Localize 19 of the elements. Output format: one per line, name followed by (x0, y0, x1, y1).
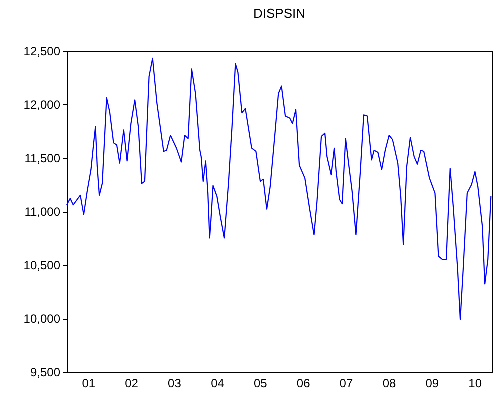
y-tick-label: 12,000 (24, 98, 61, 112)
x-tick-label: 04 (211, 376, 225, 390)
chart-title: DISPSIN (253, 6, 306, 21)
y-tick-label: 12,500 (24, 44, 61, 58)
x-tick-label: 05 (254, 376, 268, 390)
x-tick-label: 10 (468, 376, 482, 390)
y-tick-label: 11,500 (24, 152, 61, 166)
x-tick-label: 02 (125, 376, 139, 390)
x-tick-label: 01 (82, 376, 96, 390)
x-tick-label: 08 (382, 376, 397, 390)
x-tick-label: 09 (426, 376, 440, 390)
x-tick-label: 03 (168, 376, 182, 390)
x-tick-label: 06 (296, 376, 311, 390)
y-tick-label: 10,000 (24, 312, 61, 326)
y-tick-label: 11,000 (24, 205, 61, 219)
y-tick-label: 9,500 (30, 366, 61, 380)
y-tick-label: 10,500 (24, 258, 61, 272)
x-tick-label: 07 (340, 376, 354, 390)
line-series (66, 58, 492, 320)
